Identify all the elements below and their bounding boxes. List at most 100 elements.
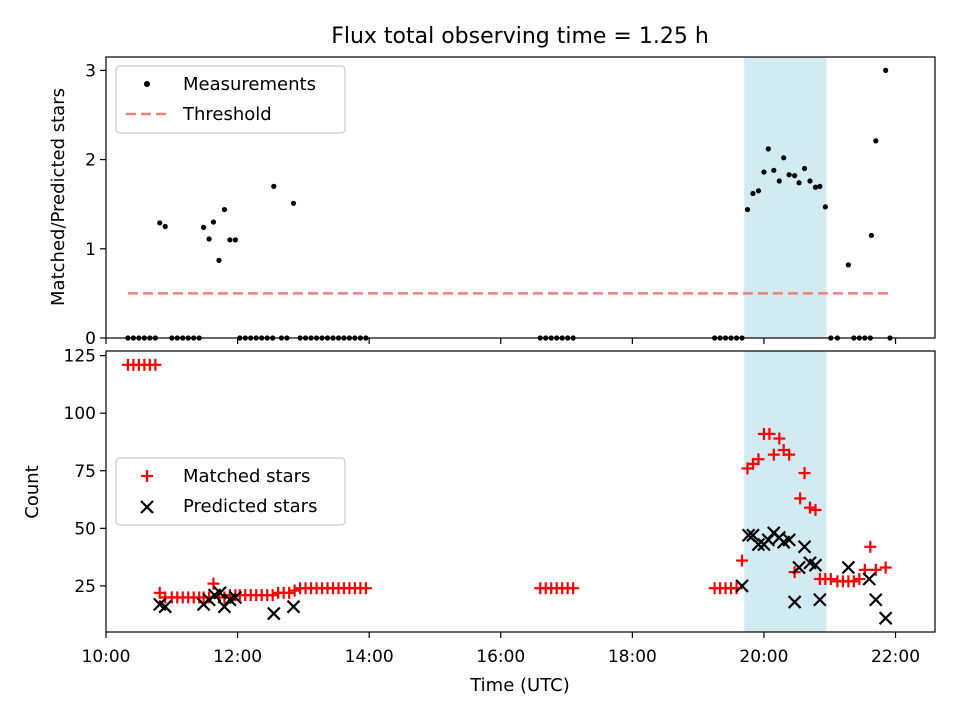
measurement-point bbox=[807, 178, 813, 184]
measurement-point bbox=[200, 224, 207, 230]
measurement-point bbox=[216, 257, 222, 263]
predicted-star-point bbox=[787, 595, 802, 609]
measurement-point bbox=[812, 184, 819, 190]
bottom-x-ticks: 10:00 12:00 14:00 16:00 18:00 20:00 22:00 bbox=[82, 632, 920, 667]
measurement-point bbox=[221, 206, 228, 213]
bottom-subplot: 25 50 75 100 125 10:00 12:00 14:00 16:00 18:00 20… bbox=[22, 347, 936, 696]
measurement-point bbox=[786, 172, 792, 178]
matched-star-point bbox=[803, 501, 816, 514]
predicted-star-point bbox=[862, 572, 876, 586]
y-tick-label: 125 bbox=[64, 347, 96, 367]
measurement-point bbox=[801, 165, 808, 172]
predicted-star-point bbox=[286, 599, 301, 614]
predicted-star-point bbox=[746, 528, 760, 543]
predicted-star-point bbox=[797, 540, 812, 554]
matched-star-point bbox=[283, 586, 296, 599]
predicted-star-point bbox=[878, 611, 893, 625]
matched-star-point bbox=[783, 448, 796, 461]
matched-star-point bbox=[794, 492, 807, 505]
y-tick-label: 3 bbox=[85, 61, 96, 81]
predicted-star-point bbox=[751, 537, 766, 552]
matched-star-point bbox=[809, 503, 822, 516]
x-tick-label: 16:00 bbox=[476, 647, 525, 667]
x-tick-label: 18:00 bbox=[608, 647, 657, 667]
predicted-star-point bbox=[158, 599, 172, 614]
measurement-point bbox=[157, 220, 163, 226]
matched-star-point bbox=[149, 358, 162, 371]
matched-star-point bbox=[752, 453, 765, 466]
bottom-legend-box bbox=[115, 457, 346, 526]
measurement-point bbox=[771, 167, 777, 173]
matched-star-point bbox=[824, 573, 837, 586]
legend-threshold-label: Threshold bbox=[182, 104, 272, 125]
x-tick-label: 22:00 bbox=[871, 647, 920, 667]
highlight-span-top bbox=[744, 57, 827, 338]
legend-plus-marker bbox=[141, 470, 153, 482]
measurement-point bbox=[796, 180, 802, 186]
predicted-star-point bbox=[782, 533, 796, 547]
top-axes-frame bbox=[105, 56, 936, 339]
legend-matched-label: Matched stars bbox=[183, 466, 310, 487]
measurement-point bbox=[817, 183, 823, 189]
measurement-point bbox=[845, 262, 851, 268]
highlight-span-bottom bbox=[744, 351, 827, 632]
matched-star-point bbox=[359, 582, 372, 595]
measurement-point bbox=[792, 173, 798, 179]
measurement-point bbox=[822, 204, 828, 210]
x-tick-label: 14:00 bbox=[345, 647, 394, 667]
measurement-point bbox=[873, 138, 879, 144]
matched-star-point bbox=[864, 540, 877, 553]
y-tick-label: 100 bbox=[64, 404, 96, 424]
top-y-axis-label: Matched/Predicted stars bbox=[48, 88, 69, 306]
measurement-point bbox=[744, 206, 751, 213]
measurement-point bbox=[750, 190, 756, 197]
legend-predicted-label: Predicted stars bbox=[183, 496, 317, 517]
bottom-y-ticks: 25 50 75 100 125 bbox=[64, 347, 106, 597]
legend-x-marker bbox=[140, 500, 154, 514]
predicted-star-point bbox=[213, 586, 227, 600]
measurement-point bbox=[883, 67, 889, 73]
measurement-point bbox=[206, 236, 212, 242]
measurement-point bbox=[271, 183, 277, 189]
predicted-star-point bbox=[266, 606, 281, 621]
matched-star-point bbox=[879, 561, 892, 574]
measurement-point bbox=[765, 146, 771, 152]
legend-measurements-label: Measurements bbox=[183, 74, 316, 95]
y-tick-label: 50 bbox=[74, 519, 96, 539]
y-tick-label: 25 bbox=[74, 577, 96, 597]
chart-title: Flux total observing time = 1.25 h bbox=[331, 24, 709, 49]
measurement-point bbox=[761, 169, 767, 175]
y-tick-label: 0 bbox=[85, 329, 96, 349]
measurement-point bbox=[290, 200, 297, 206]
bottom-y-axis-label: Count bbox=[22, 465, 43, 518]
predicted-star-point bbox=[228, 590, 243, 605]
predicted-star-point bbox=[808, 558, 823, 572]
top-legend: Measurements Threshold bbox=[115, 65, 346, 134]
top-subplot: 0 1 2 3 Matched/Predicted stars Measurement… bbox=[48, 56, 936, 349]
top-x-ticks bbox=[105, 338, 897, 344]
matched-star-point bbox=[767, 448, 780, 461]
x-tick-label: 20:00 bbox=[739, 647, 788, 667]
matched-star-point bbox=[847, 575, 860, 588]
predicted-star-point bbox=[869, 592, 883, 607]
y-tick-label: 2 bbox=[85, 151, 96, 171]
measurement-point bbox=[776, 178, 782, 184]
top-legend-box bbox=[115, 65, 346, 134]
measurement-point bbox=[162, 223, 168, 230]
y-tick-label: 1 bbox=[85, 240, 96, 260]
predicted-star-point bbox=[841, 560, 856, 575]
measurement-point bbox=[232, 237, 238, 243]
predicted-stars-points bbox=[152, 526, 893, 625]
predicted-star-point bbox=[735, 579, 749, 593]
top-y-ticks: 0 1 2 3 bbox=[85, 61, 106, 349]
matched-star-point bbox=[266, 589, 279, 602]
matched-star-point bbox=[736, 554, 749, 567]
measurement-point bbox=[210, 219, 217, 225]
measurement-point bbox=[868, 232, 874, 239]
matched-star-point bbox=[567, 582, 580, 595]
bottom-axes-frame bbox=[105, 350, 936, 633]
matched-star-point bbox=[763, 427, 776, 440]
x-tick-label: 10:00 bbox=[82, 647, 131, 667]
legend-dot-marker bbox=[144, 81, 150, 87]
